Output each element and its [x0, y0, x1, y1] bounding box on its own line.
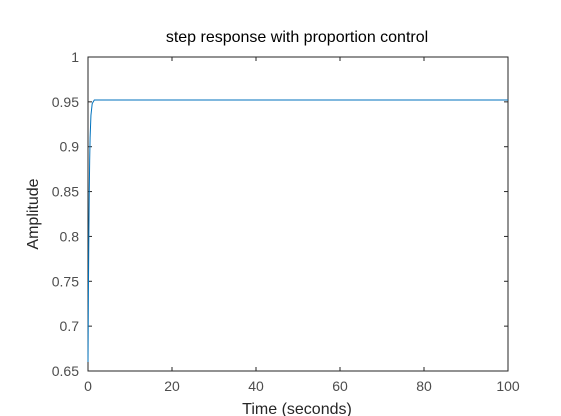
y-axis-label: Amplitude	[25, 178, 42, 249]
y-tick-label: 0.75	[52, 273, 79, 289]
series-layer	[87, 99, 508, 363]
y-tick-label: 0.7	[60, 318, 80, 334]
x-axis-label: Time (seconds)	[242, 401, 352, 416]
y-tick-label: 0.95	[52, 94, 79, 110]
chart-title: step response with proportion control	[166, 29, 428, 46]
series-line-0	[87, 99, 508, 363]
x-tick-label: 80	[416, 378, 432, 394]
y-tick-label: 0.65	[52, 363, 79, 379]
x-axis-ticks: 0 20 40 60 80 100	[84, 57, 520, 394]
x-tick-label: 20	[164, 378, 180, 394]
y-tick-label: 0.9	[60, 139, 80, 155]
x-tick-label: 100	[496, 378, 520, 394]
y-tick-label: 0.8	[60, 228, 80, 244]
axes-box	[87, 56, 509, 372]
plot-area: 0 20 40 60 80 100 0.65 0.7 0.75 0.8 0.85 0.9 0.95 1	[52, 49, 520, 394]
x-tick-label: 0	[84, 378, 92, 394]
y-axis-ticks: 0.65 0.7 0.75 0.8 0.85 0.9 0.95 1	[52, 49, 508, 379]
x-tick-label: 40	[248, 378, 264, 394]
y-tick-label: 0.85	[52, 184, 79, 200]
x-tick-label: 60	[332, 378, 348, 394]
y-tick-label: 1	[71, 49, 79, 65]
